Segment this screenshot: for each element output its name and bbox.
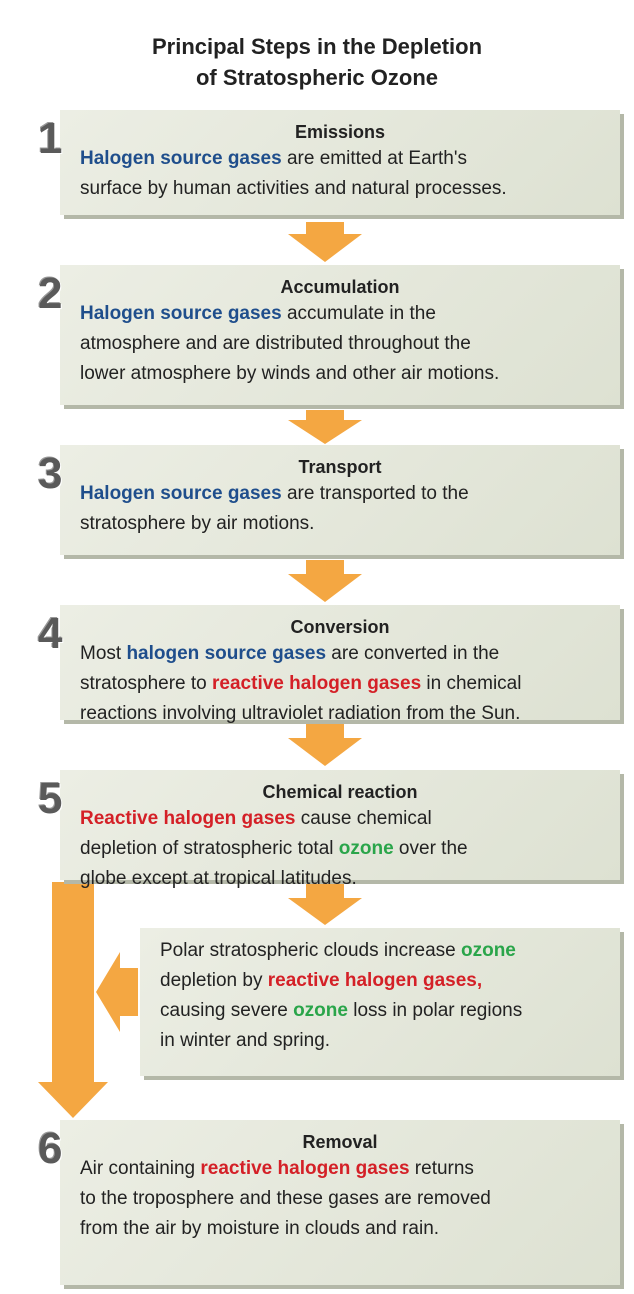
text-segment: loss in polar regions bbox=[347, 1000, 523, 1021]
text-segment: in chemical bbox=[421, 673, 522, 694]
text-segment: reactive halogen gases bbox=[212, 673, 422, 694]
text-line: stratosphere by air motions. bbox=[80, 513, 314, 535]
text-segment: ozone bbox=[460, 940, 516, 961]
text-line: in winter and spring. bbox=[160, 1030, 330, 1052]
arrow bbox=[288, 724, 362, 766]
text-segment: causing severe bbox=[160, 1000, 294, 1021]
text-line: depletion by reactive halogen gases, bbox=[160, 970, 482, 992]
text-segment: ozone bbox=[338, 838, 394, 859]
text-line: Most halogen source gases are converted … bbox=[80, 643, 499, 665]
arrow bbox=[96, 952, 138, 1032]
text-line: lower atmosphere by winds and other air … bbox=[80, 363, 499, 385]
step-box bbox=[60, 110, 620, 215]
arrow bbox=[38, 882, 108, 1118]
text-segment: atmosphere and are distributed throughou… bbox=[80, 333, 471, 354]
text-segment: stratosphere to bbox=[80, 673, 213, 694]
text-segment: Halogen source gases bbox=[80, 303, 282, 324]
text-segment: stratosphere by air motions. bbox=[80, 513, 315, 534]
text-segment: Halogen source gases bbox=[80, 483, 282, 504]
text-line: Air containing reactive halogen gases re… bbox=[80, 1158, 474, 1180]
text-segment: Reactive halogen gases bbox=[80, 808, 296, 829]
text-segment: depletion by bbox=[160, 970, 268, 991]
step-heading: Removal bbox=[302, 1132, 378, 1152]
text-line: Halogen source gases are emitted at Eart… bbox=[80, 148, 467, 170]
text-segment: reactive halogen gases, bbox=[267, 970, 483, 991]
step-heading: Conversion bbox=[290, 617, 390, 637]
text-segment: Air containing bbox=[80, 1158, 201, 1179]
step-number: 4 bbox=[38, 609, 63, 658]
step-box bbox=[60, 770, 620, 880]
text-segment: Polar stratospheric clouds increase bbox=[160, 940, 461, 961]
text-segment: over the bbox=[393, 838, 468, 859]
step-box bbox=[60, 1120, 620, 1285]
step-heading: Accumulation bbox=[280, 277, 400, 297]
step-box bbox=[60, 445, 620, 555]
text-line: surface by human activities and natural … bbox=[80, 178, 507, 200]
text-segment: surface by human activities and natural … bbox=[80, 178, 507, 199]
step-number: 1 bbox=[38, 114, 63, 163]
text-line: to the troposphere and these gases are r… bbox=[80, 1188, 491, 1210]
text-line: Polar stratospheric clouds increase ozon… bbox=[160, 940, 516, 962]
text-line: atmosphere and are distributed throughou… bbox=[80, 333, 471, 355]
step-number: 6 bbox=[38, 1124, 63, 1173]
text-segment: cause chemical bbox=[295, 808, 432, 829]
text-segment: globe except at tropical latitudes. bbox=[80, 868, 357, 889]
text-line: reactions involving ultraviolet radiatio… bbox=[80, 703, 520, 725]
text-line: causing severe ozone loss in polar regio… bbox=[160, 1000, 522, 1022]
text-segment: ozone bbox=[293, 1000, 348, 1021]
arrow bbox=[288, 222, 362, 262]
title: Principal Steps in the Depletion bbox=[151, 34, 483, 59]
text-segment: reactive halogen gases bbox=[200, 1158, 410, 1179]
step-number: 5 bbox=[38, 774, 63, 823]
text-line: Reactive halogen gases cause chemical bbox=[80, 808, 432, 830]
step-heading: Emissions bbox=[294, 122, 386, 142]
text-segment: to the troposphere and these gases are r… bbox=[80, 1188, 491, 1209]
text-segment: lower atmosphere by winds and other air … bbox=[80, 363, 500, 384]
text-segment: depletion of stratospheric total bbox=[80, 838, 339, 859]
text-segment: from the air by moisture in clouds and r… bbox=[80, 1218, 440, 1239]
arrow bbox=[288, 410, 362, 444]
title: of Stratospheric Ozone bbox=[195, 65, 439, 90]
text-segment: reactions involving ultraviolet radiatio… bbox=[80, 703, 521, 724]
arrow bbox=[288, 560, 362, 602]
text-segment: Most bbox=[80, 643, 127, 664]
text-segment: are emitted at Earth's bbox=[281, 148, 467, 169]
text-line: stratosphere to reactive halogen gases i… bbox=[80, 673, 521, 695]
step-box bbox=[60, 265, 620, 405]
text-segment: Halogen source gases bbox=[80, 148, 282, 169]
text-line: from the air by moisture in clouds and r… bbox=[80, 1218, 439, 1240]
text-segment: halogen source gases bbox=[126, 643, 327, 664]
text-segment: accumulate in the bbox=[281, 303, 436, 324]
text-line: depletion of stratospheric total ozone o… bbox=[80, 838, 468, 860]
step-heading: Transport bbox=[298, 457, 382, 477]
step-heading: Chemical reaction bbox=[262, 782, 418, 802]
text-segment: in winter and spring. bbox=[160, 1030, 331, 1051]
text-line: Halogen source gases are transported to … bbox=[80, 483, 469, 505]
text-segment: are transported to the bbox=[281, 483, 469, 504]
text-line: Halogen source gases accumulate in the bbox=[80, 303, 436, 325]
arrow bbox=[288, 884, 362, 925]
text-segment: returns bbox=[409, 1158, 474, 1179]
text-line: globe except at tropical latitudes. bbox=[80, 868, 357, 890]
step-number: 3 bbox=[38, 449, 63, 498]
step-box bbox=[60, 605, 620, 720]
step-number: 2 bbox=[38, 269, 63, 318]
text-segment: are converted in the bbox=[326, 643, 500, 664]
note-box bbox=[140, 928, 620, 1076]
